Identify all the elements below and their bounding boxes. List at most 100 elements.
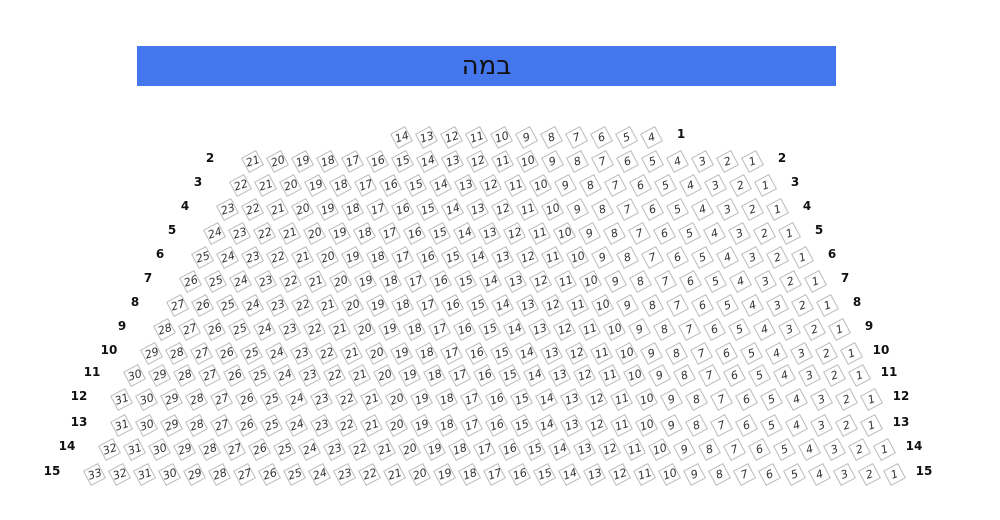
seat-row-11-14[interactable]: 14	[522, 363, 546, 387]
seat-row-6-20[interactable]: 20	[315, 245, 339, 269]
seat-row-9-20[interactable]: 20	[352, 317, 376, 341]
seat-row-9-17[interactable]: 17	[427, 317, 451, 341]
seat-row-7-5[interactable]: 5	[703, 269, 727, 293]
seat-row-9-22[interactable]: 22	[302, 317, 326, 341]
seat-row-14-18[interactable]: 18	[447, 437, 471, 461]
seat-row-11-11[interactable]: 11	[597, 363, 621, 387]
seat-row-4-13[interactable]: 13	[465, 197, 489, 221]
seat-row-6-13[interactable]: 13	[490, 245, 514, 269]
seat-row-9-5[interactable]: 5	[727, 317, 751, 341]
seat-row-8-25[interactable]: 25	[215, 293, 239, 317]
seat-row-6-18[interactable]: 18	[365, 245, 389, 269]
seat-row-12-3[interactable]: 3	[809, 387, 833, 411]
seat-row-10-4[interactable]: 4	[764, 341, 788, 365]
seat-row-7-16[interactable]: 16	[428, 269, 452, 293]
seat-row-3-8[interactable]: 8	[578, 173, 602, 197]
seat-row-10-24[interactable]: 24	[264, 341, 288, 365]
seat-row-15-6[interactable]: 6	[757, 462, 781, 486]
seat-row-13-4[interactable]: 4	[784, 413, 808, 437]
seat-row-14-6[interactable]: 6	[747, 437, 771, 461]
seat-row-5-23[interactable]: 23	[227, 221, 251, 245]
seat-row-8-15[interactable]: 15	[465, 293, 489, 317]
seat-row-8-8[interactable]: 8	[640, 293, 664, 317]
seat-row-2-5[interactable]: 5	[640, 149, 664, 173]
seat-row-12-29[interactable]: 29	[159, 387, 183, 411]
seat-row-5-3[interactable]: 3	[727, 221, 751, 245]
seat-row-7-13[interactable]: 13	[503, 269, 527, 293]
seat-row-12-23[interactable]: 23	[309, 387, 333, 411]
seat-row-4-15[interactable]: 15	[415, 197, 439, 221]
seat-row-10-9[interactable]: 9	[639, 341, 663, 365]
seat-row-2-19[interactable]: 19	[290, 149, 314, 173]
seat-row-15-32[interactable]: 32	[107, 462, 131, 486]
seat-row-4-19[interactable]: 19	[315, 197, 339, 221]
seat-row-3-1[interactable]: 1	[753, 173, 777, 197]
seat-row-2-21[interactable]: 21	[240, 149, 264, 173]
seat-row-1-9[interactable]: 9	[514, 125, 538, 149]
seat-row-15-19[interactable]: 19	[432, 462, 456, 486]
seat-row-6-22[interactable]: 22	[265, 245, 289, 269]
seat-row-9-2[interactable]: 2	[802, 317, 826, 341]
seat-row-11-6[interactable]: 6	[722, 363, 746, 387]
seat-row-14-26[interactable]: 26	[247, 437, 271, 461]
seat-row-12-19[interactable]: 19	[409, 387, 433, 411]
seat-row-7-19[interactable]: 19	[353, 269, 377, 293]
seat-row-6-17[interactable]: 17	[390, 245, 414, 269]
seat-row-7-14[interactable]: 14	[478, 269, 502, 293]
seat-row-12-2[interactable]: 2	[834, 387, 858, 411]
seat-row-11-25[interactable]: 25	[247, 363, 271, 387]
seat-row-11-8[interactable]: 8	[672, 363, 696, 387]
seat-row-7-10[interactable]: 10	[578, 269, 602, 293]
seat-row-8-11[interactable]: 11	[565, 293, 589, 317]
seat-row-2-4[interactable]: 4	[665, 149, 689, 173]
seat-row-8-16[interactable]: 16	[440, 293, 464, 317]
seat-row-12-17[interactable]: 17	[459, 387, 483, 411]
seat-row-2-12[interactable]: 12	[465, 149, 489, 173]
seat-row-10-8[interactable]: 8	[664, 341, 688, 365]
seat-row-15-4[interactable]: 4	[807, 462, 831, 486]
seat-row-2-15[interactable]: 15	[390, 149, 414, 173]
seat-row-7-4[interactable]: 4	[728, 269, 752, 293]
seat-row-3-14[interactable]: 14	[428, 173, 452, 197]
seat-row-4-2[interactable]: 2	[740, 197, 764, 221]
seat-row-6-8[interactable]: 8	[615, 245, 639, 269]
seat-row-3-4[interactable]: 4	[678, 173, 702, 197]
seat-row-2-3[interactable]: 3	[690, 149, 714, 173]
seat-row-12-22[interactable]: 22	[334, 387, 358, 411]
seat-row-7-15[interactable]: 15	[453, 269, 477, 293]
seat-row-14-32[interactable]: 32	[97, 437, 121, 461]
seat-row-13-26[interactable]: 26	[234, 413, 258, 437]
seat-row-7-9[interactable]: 9	[603, 269, 627, 293]
seat-row-8-19[interactable]: 19	[365, 293, 389, 317]
seat-row-14-19[interactable]: 19	[422, 437, 446, 461]
seat-row-15-24[interactable]: 24	[307, 462, 331, 486]
seat-row-10-20[interactable]: 20	[364, 341, 388, 365]
seat-row-7-22[interactable]: 22	[278, 269, 302, 293]
seat-row-15-25[interactable]: 25	[282, 462, 306, 486]
seat-row-10-12[interactable]: 12	[564, 341, 588, 365]
seat-row-2-17[interactable]: 17	[340, 149, 364, 173]
seat-row-11-9[interactable]: 9	[647, 363, 671, 387]
seat-row-14-2[interactable]: 2	[847, 437, 871, 461]
seat-row-14-14[interactable]: 14	[547, 437, 571, 461]
seat-row-10-26[interactable]: 26	[214, 341, 238, 365]
seat-row-8-17[interactable]: 17	[415, 293, 439, 317]
seat-row-2-6[interactable]: 6	[615, 149, 639, 173]
seat-row-13-15[interactable]: 15	[509, 413, 533, 437]
seat-row-14-20[interactable]: 20	[397, 437, 421, 461]
seat-row-1-5[interactable]: 5	[614, 125, 638, 149]
seat-row-3-17[interactable]: 17	[353, 173, 377, 197]
seat-row-9-7[interactable]: 7	[677, 317, 701, 341]
seat-row-2-8[interactable]: 8	[565, 149, 589, 173]
seat-row-11-28[interactable]: 28	[172, 363, 196, 387]
seat-row-14-12[interactable]: 12	[597, 437, 621, 461]
seat-row-15-8[interactable]: 8	[707, 462, 731, 486]
seat-row-8-23[interactable]: 23	[265, 293, 289, 317]
seat-row-7-8[interactable]: 8	[628, 269, 652, 293]
seat-row-9-12[interactable]: 12	[552, 317, 576, 341]
seat-row-8-10[interactable]: 10	[590, 293, 614, 317]
seat-row-12-24[interactable]: 24	[284, 387, 308, 411]
seat-row-14-5[interactable]: 5	[772, 437, 796, 461]
seat-row-15-2[interactable]: 2	[857, 462, 881, 486]
seat-row-10-1[interactable]: 1	[839, 341, 863, 365]
